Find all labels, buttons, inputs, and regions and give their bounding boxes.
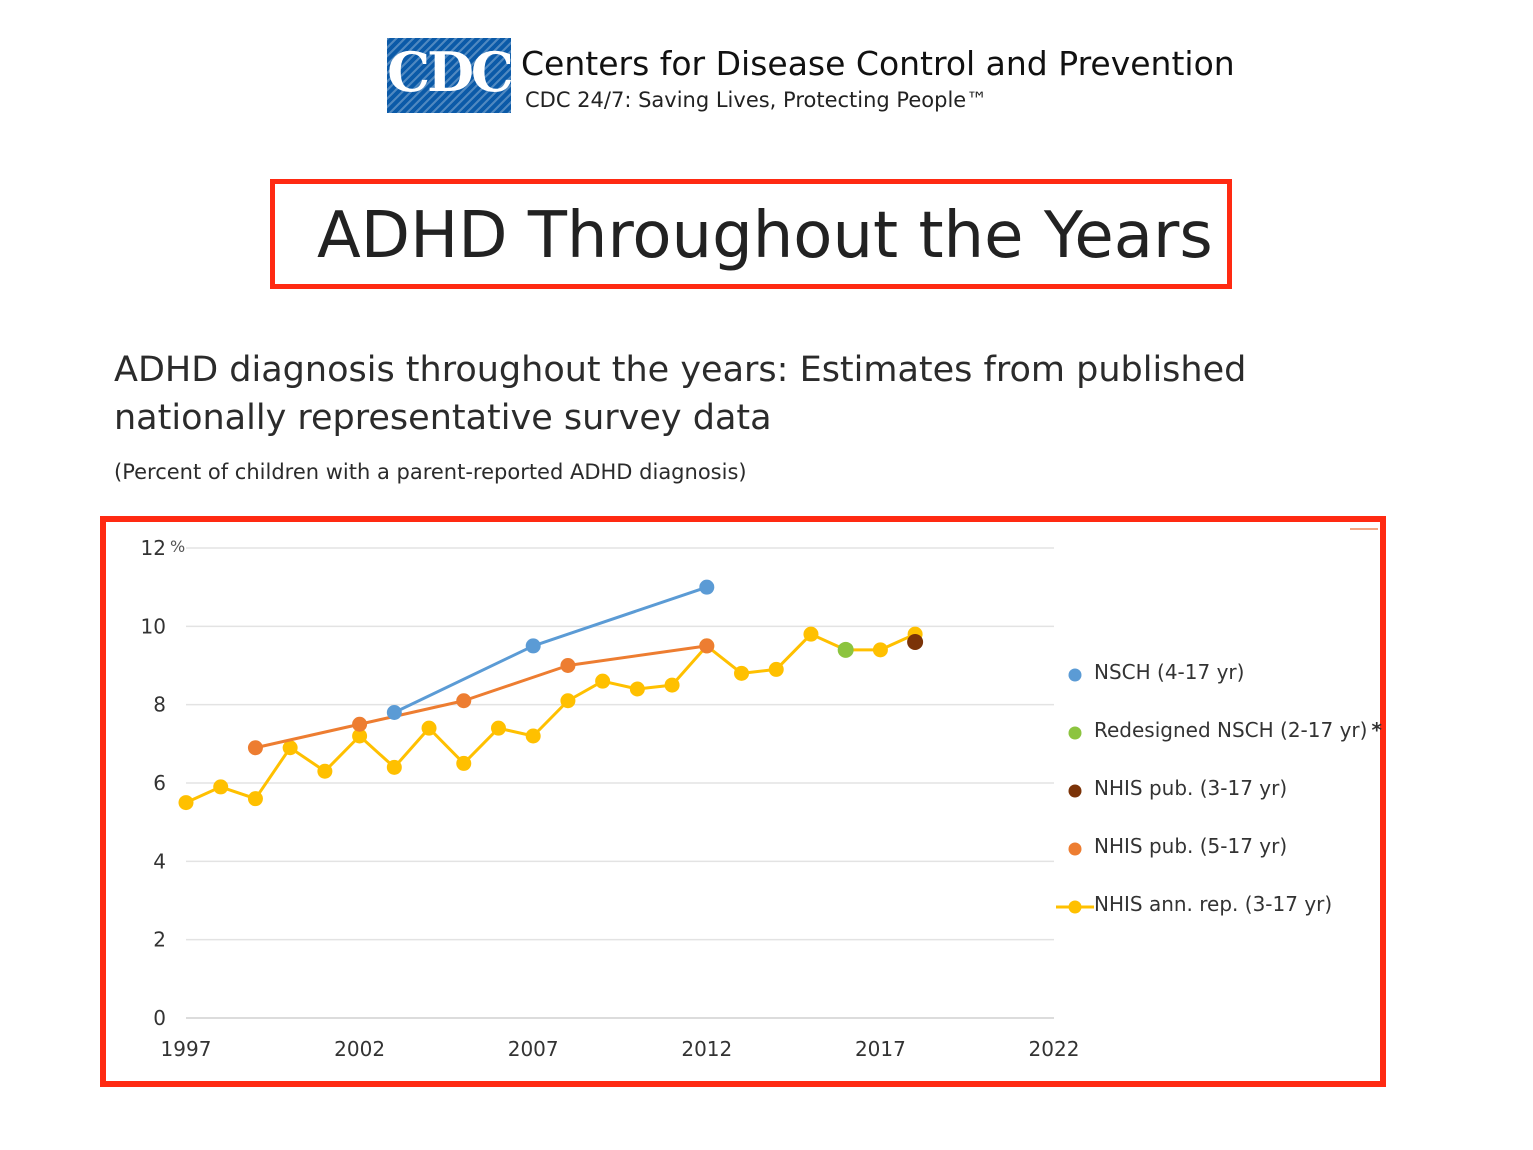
data-point <box>837 641 854 658</box>
series-line <box>255 644 708 750</box>
data-point <box>525 728 541 744</box>
chart-highlight-box <box>100 516 1386 1087</box>
data-point <box>213 779 229 795</box>
data-point <box>560 658 576 673</box>
legend-label: NHIS ann. rep. (3-17 yr) <box>1094 892 1333 916</box>
data-point <box>247 791 263 807</box>
data-point <box>386 705 402 720</box>
data-point <box>699 638 715 654</box>
chart-subtitle: (Percent of children with a parent-repor… <box>114 460 747 484</box>
y-tick-label: 2 <box>153 928 166 952</box>
legend-label: Redesigned NSCH (2-17 yr) * <box>1094 718 1382 742</box>
x-tick-label: 1997 <box>161 1037 212 1061</box>
legend-dot <box>1068 784 1082 798</box>
legend-marker <box>1056 900 1094 914</box>
data-point <box>872 642 888 658</box>
data-point <box>317 763 333 779</box>
y-tick-label: 6 <box>153 771 166 795</box>
legend-marker <box>1068 668 1082 682</box>
legend-dot <box>1068 842 1082 856</box>
legend-dot <box>1068 668 1082 682</box>
legend-marker <box>1068 842 1082 856</box>
y-tick-label: 10 <box>141 614 166 638</box>
x-tick-label: 2012 <box>681 1037 732 1061</box>
data-point <box>525 638 541 654</box>
data-point <box>560 693 576 709</box>
data-point <box>352 716 368 732</box>
legend-marker <box>1068 726 1082 740</box>
logo-text: CDC <box>387 40 511 104</box>
x-tick-label: 2007 <box>508 1037 559 1061</box>
y-tick-label: 8 <box>153 693 166 717</box>
x-tick-label: 2002 <box>334 1037 385 1061</box>
legend-label: NSCH (4-17 yr) <box>1094 660 1245 684</box>
data-point <box>178 795 194 811</box>
legend-asterisk: * <box>1371 718 1382 742</box>
data-point <box>490 720 506 736</box>
y-tick-label: 0 <box>153 1006 166 1030</box>
x-tick-label: 2017 <box>855 1037 906 1061</box>
legend-dot <box>1068 900 1082 914</box>
series-line <box>185 632 916 804</box>
page-title: ADHD Throughout the Years <box>317 199 1213 273</box>
legend-label: NHIS pub. (5-17 yr) <box>1094 834 1288 858</box>
data-point <box>734 665 750 681</box>
data-point <box>352 728 368 744</box>
data-point <box>699 579 715 595</box>
org-name: Centers for Disease Control and Preventi… <box>521 44 1235 83</box>
data-point <box>595 673 611 689</box>
data-point <box>456 693 472 709</box>
y-unit-label: % <box>170 537 185 556</box>
data-point <box>386 759 402 775</box>
y-tick-label: 4 <box>153 849 166 873</box>
data-point <box>456 755 472 771</box>
org-tagline: CDC 24/7: Saving Lives, Protecting Peopl… <box>525 88 988 112</box>
x-tick-label: 2022 <box>1029 1037 1080 1061</box>
legend-dot <box>1068 726 1082 740</box>
cdc-logo: CDC <box>387 38 511 113</box>
data-point <box>664 677 680 693</box>
corner-mark <box>1350 523 1378 530</box>
data-point <box>247 740 263 756</box>
legend-label: NHIS pub. (3-17 yr) <box>1094 776 1288 800</box>
series-line <box>393 585 708 714</box>
data-point <box>421 720 437 736</box>
data-point <box>629 681 645 697</box>
data-point <box>803 626 819 642</box>
title-highlight-box: ADHD Throughout the Years <box>270 179 1232 289</box>
legend-marker <box>1068 784 1082 798</box>
data-point <box>768 661 784 677</box>
y-tick-label: 12 <box>141 536 166 560</box>
data-point <box>282 740 298 756</box>
chart-title: ADHD diagnosis throughout the years: Est… <box>114 350 1247 438</box>
data-point <box>907 634 924 650</box>
